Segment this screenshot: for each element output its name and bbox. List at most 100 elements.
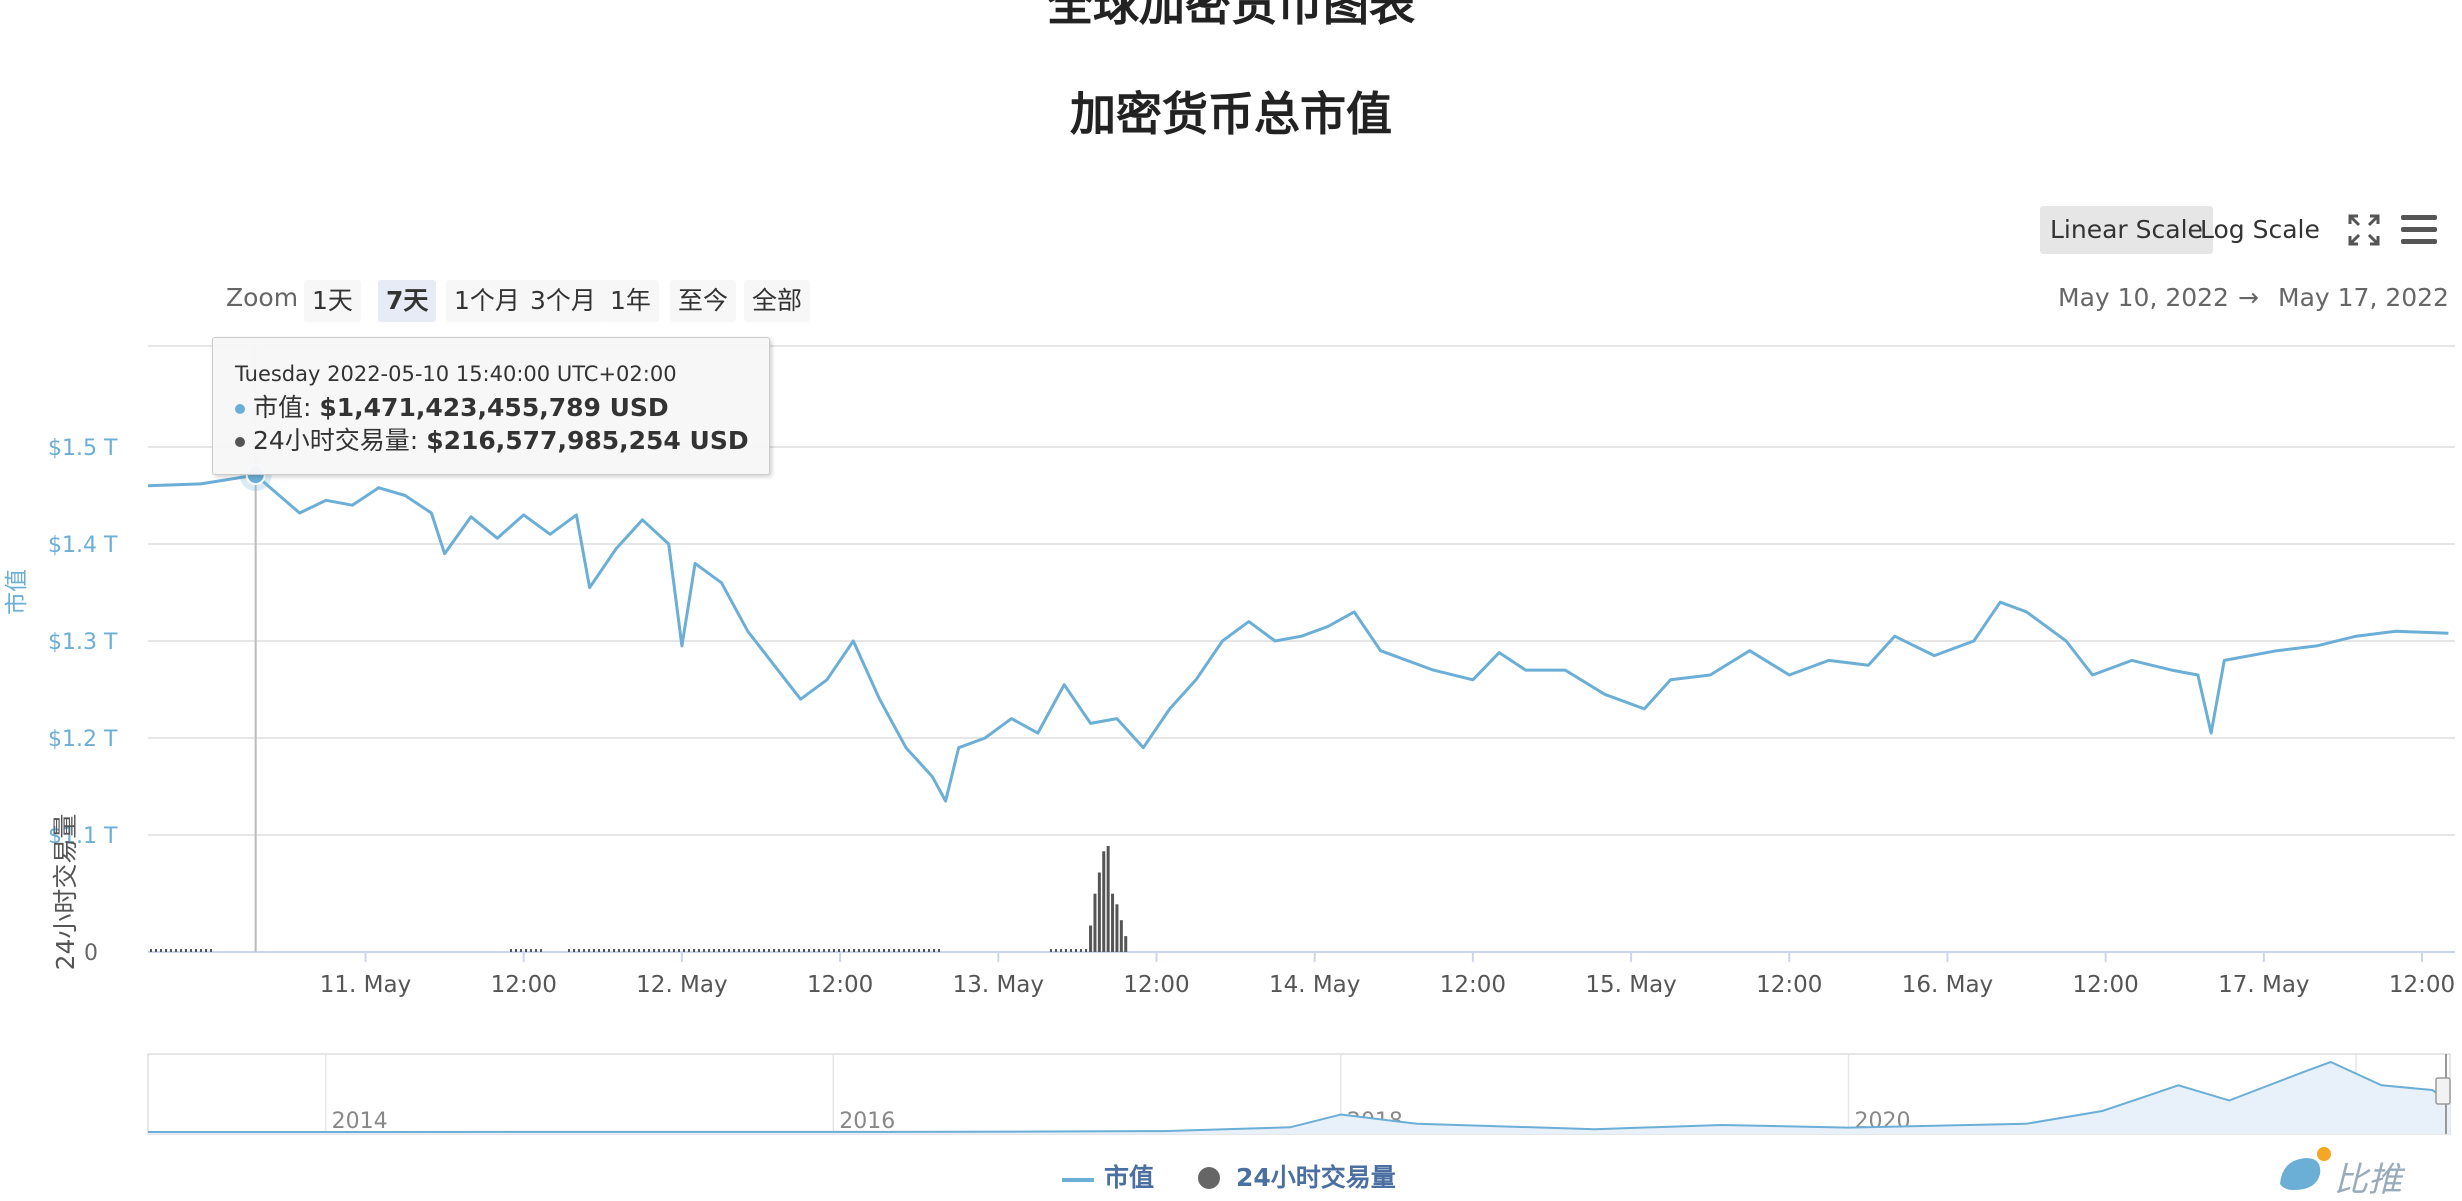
volume-bar — [190, 949, 192, 952]
volume-axis-title: 24小时交易量 — [51, 814, 80, 971]
zoom-button-1d[interactable]: 1天 — [304, 280, 361, 322]
volume-bar — [1111, 893, 1115, 952]
range-to-date[interactable]: May 17, 2022 — [2278, 283, 2449, 312]
volume-bar — [728, 949, 730, 952]
y-tick-label: $1.3 T — [48, 630, 118, 655]
log-scale-button[interactable]: Log Scale — [2200, 215, 2320, 244]
volume-bar — [858, 949, 860, 952]
volume-bar — [593, 949, 595, 952]
navigator-year-label: 2014 — [332, 1109, 388, 1134]
x-tick-label: 13. May — [953, 972, 1044, 998]
volume-bar — [520, 949, 522, 952]
zoom-button-1y[interactable]: 1年 — [602, 280, 659, 322]
volume-bar — [903, 949, 905, 952]
volume-bar — [185, 949, 187, 952]
market-cap-line[interactable] — [147, 473, 2449, 803]
zoom-label: Zoom — [226, 283, 299, 312]
zoom-button-1m[interactable]: 1个月 — [446, 280, 528, 322]
volume-bar — [708, 949, 710, 952]
tooltip-market-cap-label: 市值: — [253, 393, 320, 422]
volume-bar — [823, 949, 825, 952]
volume-bar — [913, 949, 915, 952]
volume-bar — [643, 949, 645, 952]
tooltip-volume-label: 24小时交易量: — [253, 426, 427, 455]
volume-bar — [658, 949, 660, 952]
volume-bar — [1065, 949, 1067, 952]
volume-bar — [573, 949, 575, 952]
volume-bar — [200, 949, 202, 952]
tooltip: Tuesday 2022-05-10 15:40:00 UTC+02:00 市值… — [212, 337, 770, 475]
volume-bar — [928, 949, 930, 952]
volume-zero-label: 0 — [84, 941, 98, 966]
volume-bar — [1080, 949, 1082, 952]
volume-bar — [793, 949, 795, 952]
volume-bar — [1119, 920, 1123, 952]
zoom-button-7d[interactable]: 7天 — [378, 280, 437, 322]
volume-bar — [510, 949, 512, 952]
volume-bar — [693, 949, 695, 952]
volume-bar — [150, 949, 152, 952]
volume-bar — [653, 949, 655, 952]
volume-bar — [155, 949, 157, 952]
tooltip-market-cap-row: 市值: $1,471,423,455,789 USD — [235, 388, 669, 424]
navigator-area — [148, 1062, 2450, 1134]
volume-bar — [515, 949, 517, 952]
expand-icon[interactable] — [2342, 208, 2386, 252]
zoom-button-3m[interactable]: 3个月 — [522, 280, 604, 322]
page-title: 全球加密货币图表 — [1047, 0, 1415, 31]
volume-bar — [568, 949, 570, 952]
zoom-button-ytd[interactable]: 至今 — [670, 280, 737, 322]
tooltip-volume-row: 24小时交易量: $216,577,985,254 USD — [235, 421, 749, 457]
volume-bar — [170, 949, 172, 952]
zoom-button-all[interactable]: 全部 — [744, 280, 811, 322]
volume-bar — [673, 949, 675, 952]
market-cap-dot — [235, 404, 245, 414]
x-tick-label: 12:00 — [2389, 972, 2455, 998]
volume-bar — [165, 949, 167, 952]
volume-bar — [1070, 949, 1072, 952]
hamburger-menu-icon[interactable] — [2397, 208, 2441, 252]
linear-scale-button[interactable]: Linear Scale — [2040, 206, 2213, 254]
chart-title: 加密货币总市值 — [1070, 87, 1392, 141]
volume-bar — [195, 949, 197, 952]
x-tick-label: 12:00 — [1123, 972, 1189, 998]
legend-label-market-cap[interactable]: 市值 — [1104, 1163, 1155, 1192]
navigator-handle[interactable] — [2435, 1077, 2451, 1105]
volume-bar — [703, 949, 705, 952]
volume-bar — [1097, 872, 1101, 952]
volume-bar — [758, 949, 760, 952]
volume-bar — [1075, 949, 1077, 952]
volume-bar — [628, 949, 630, 952]
volume-bar — [530, 949, 532, 952]
volume-bar — [598, 949, 600, 952]
y-axis: $1.5 T $1.4 T $1.3 T $1.2 T $1.1 T 0 — [48, 436, 118, 966]
tooltip-volume-value: $216,577,985,254 USD — [426, 426, 749, 455]
x-tick-label: 15. May — [1585, 972, 1676, 998]
tooltip-date: Tuesday 2022-05-10 15:40:00 UTC+02:00 — [235, 362, 677, 386]
volume-bar — [663, 949, 665, 952]
legend-label-volume[interactable]: 24小时交易量 — [1236, 1163, 1396, 1192]
volume-bar — [863, 949, 865, 952]
volume-bar — [833, 949, 835, 952]
volume-bar — [1050, 949, 1052, 952]
tooltip-market-cap-value: $1,471,423,455,789 USD — [319, 393, 669, 422]
x-tick-label: 17. May — [2218, 972, 2309, 998]
volume-bar — [683, 949, 685, 952]
grid-lines — [148, 345, 2455, 953]
volume-series — [150, 846, 1128, 952]
volume-bar — [788, 949, 790, 952]
bird-logo-icon — [2280, 1147, 2331, 1190]
volume-bar — [813, 949, 815, 952]
volume-bar — [210, 949, 212, 952]
volume-bar — [1102, 851, 1106, 952]
x-tick-label: 14. May — [1269, 972, 1360, 998]
volume-bar — [608, 949, 610, 952]
range-from-date[interactable]: May 10, 2022 — [2058, 283, 2229, 312]
volume-bar — [828, 949, 830, 952]
volume-bar — [843, 949, 845, 952]
volume-bar — [908, 949, 910, 952]
volume-bar — [618, 949, 620, 952]
volume-bar — [938, 949, 940, 952]
x-tick-label: 16. May — [1902, 972, 1993, 998]
